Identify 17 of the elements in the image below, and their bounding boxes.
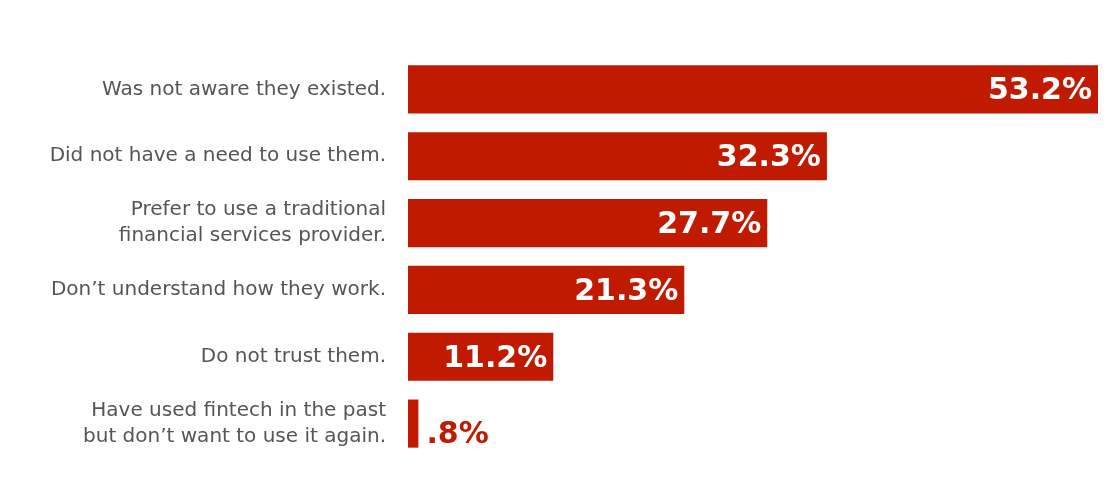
y-tick-label: Have used fintech in the past but don’t want to use it again. — [83, 396, 387, 447]
data-label: 21.3% — [574, 271, 679, 307]
bar — [408, 132, 827, 181]
y-tick-label: Was not aware they existed. — [102, 75, 386, 100]
data-label: 27.7% — [657, 204, 762, 240]
bar — [408, 199, 768, 248]
data-label: 11.2% — [443, 338, 548, 374]
data-label: 32.3% — [716, 138, 821, 174]
bar — [408, 399, 419, 448]
y-tick-label: Don’t understand how they work. — [50, 276, 386, 301]
y-tick-label: Did not have a need to use them. — [49, 142, 386, 167]
y-tick-label: Prefer to use a traditional financial services provider. — [118, 196, 386, 247]
data-label: .8% — [426, 415, 489, 451]
data-label: 53.2% — [987, 71, 1092, 107]
bar — [408, 65, 1098, 114]
y-tick-label: Do not trust them. — [200, 342, 386, 367]
bar — [408, 265, 685, 314]
